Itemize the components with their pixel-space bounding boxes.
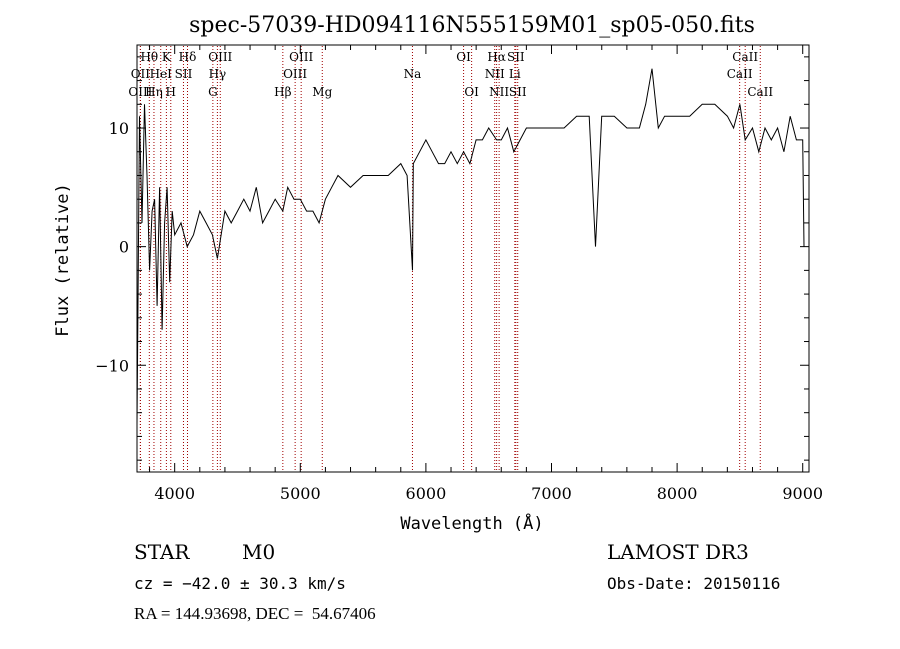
line-marker-label-5: Hη (145, 85, 163, 99)
line-marker-label-22: Li (509, 67, 521, 81)
redshift-cz: cz = −42.0 ± 30.3 km/s (134, 574, 346, 593)
x-tick-label-3: 7000 (531, 484, 572, 503)
line-marker-label-4: HeI (150, 67, 173, 81)
survey-name: LAMOST DR3 (607, 540, 749, 564)
line-marker-label-16: Na (404, 67, 422, 81)
line-marker-label-13: OIII (283, 67, 307, 81)
y-axis-ticks: −10 0 10 (95, 56, 809, 461)
object-class: STAR (134, 540, 190, 564)
line-markers (139, 46, 761, 471)
sky-coordinates: RA = 144.93698, DEC = 54.67406 (134, 604, 376, 623)
line-marker-label-23: NII (489, 85, 509, 99)
line-marker-label-7: SII (175, 67, 193, 81)
line-marker-label-21: NII (485, 67, 505, 81)
line-marker-label-10: Hγ (209, 67, 227, 81)
x-tick-label-4: 8000 (657, 484, 698, 503)
x-tick-label-1: 5000 (280, 484, 321, 503)
line-marker-label-24: SII (509, 85, 527, 99)
line-marker-label-20: SII (507, 50, 525, 64)
line-marker-label-18: OI (464, 85, 479, 99)
line-marker-label-26: CaII (727, 67, 753, 81)
line-marker-label-17: OI (456, 50, 471, 64)
line-marker-label-6: Hδ (179, 50, 197, 64)
y-tick-label-0: −10 (95, 356, 129, 375)
line-marker-label-12: OIII (289, 50, 313, 64)
line-marker-label-0: Hθ (140, 50, 158, 64)
line-marker-label-14: Hβ (274, 85, 291, 99)
line-marker-label-8: H (166, 85, 176, 99)
x-tick-label-2: 6000 (406, 484, 447, 503)
chart-title: spec-57039-HD094116N555159M01_sp05-050.f… (189, 13, 755, 38)
line-marker-label-19: Hα (487, 50, 506, 64)
x-tick-label-0: 4000 (154, 484, 195, 503)
line-marker-label-27: CaII (747, 85, 773, 99)
line-marker-label-25: CaII (732, 50, 758, 64)
line-marker-label-1: OII (131, 67, 151, 81)
line-marker-label-9: OIII (208, 50, 232, 64)
line-marker-label-2: OIII (128, 85, 152, 99)
line-marker-labels: Hθ OII OIII K HeI Hη Hδ SII H OIII Hγ G OIII OIII Hβ Mg… (128, 50, 773, 99)
line-marker-label-15: Mg (312, 85, 332, 99)
object-subclass: M0 (242, 540, 276, 564)
line-marker-label-11: G (208, 85, 218, 99)
y-tick-label-2: 10 (109, 119, 129, 138)
plot-frame (136, 44, 810, 473)
x-tick-label-5: 9000 (782, 484, 823, 503)
x-axis-ticks: 4000 5000 6000 7000 8000 9000 (149, 45, 823, 503)
y-tick-label-1: 0 (119, 238, 129, 257)
observation-date: Obs-Date: 20150116 (607, 574, 781, 593)
flux-series-line (136, 68, 805, 425)
y-axis-label: Flux (relative) (53, 183, 73, 337)
line-marker-label-3: K (162, 50, 172, 64)
x-axis-label: Wavelength (Å) (400, 512, 543, 534)
